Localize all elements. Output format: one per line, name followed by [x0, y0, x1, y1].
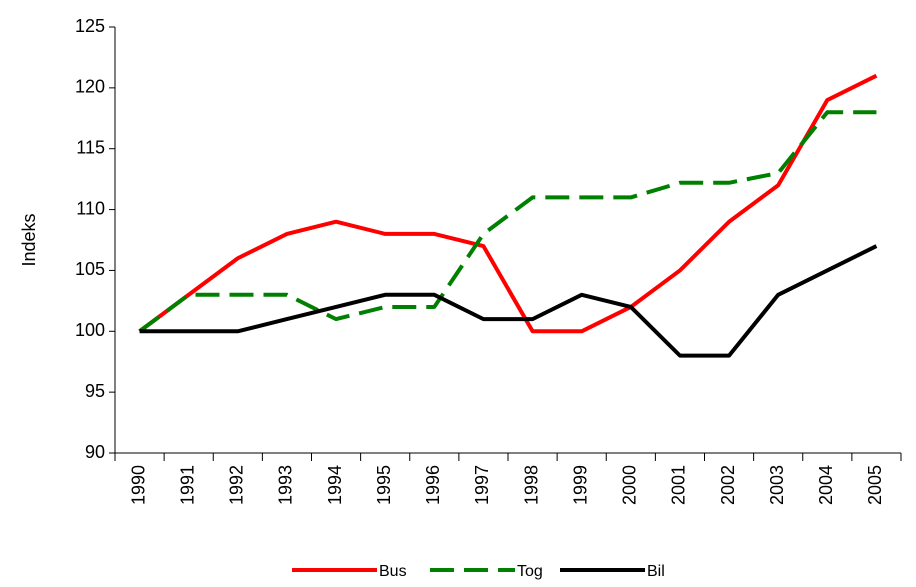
- y-tick-label: 120: [75, 77, 105, 97]
- y-axis-label: Indeks: [19, 213, 39, 266]
- x-tick-label: 1993: [276, 465, 296, 505]
- x-tick-label: 2001: [669, 465, 689, 505]
- x-tick-label: 2002: [718, 465, 738, 505]
- series-line: [138, 73, 878, 334]
- x-tick-label: 1997: [472, 465, 492, 505]
- x-tick-label: 1990: [128, 465, 148, 505]
- y-tick-label: 105: [75, 259, 105, 279]
- x-tick-label: 1994: [325, 465, 345, 505]
- y-tick-label: 90: [85, 442, 105, 462]
- y-tick-label: 110: [76, 198, 105, 218]
- series-line: [138, 110, 877, 333]
- x-tick-label: 1995: [374, 465, 394, 505]
- x-tick-label: 2005: [865, 465, 885, 505]
- y-tick-label: 125: [75, 16, 105, 36]
- x-tick-label: 1998: [521, 465, 541, 505]
- x-tick-label: 2000: [620, 465, 640, 505]
- legend-label: Tog: [517, 563, 543, 580]
- x-tick-label: 1992: [227, 465, 247, 505]
- legend-label: Bil: [647, 563, 665, 580]
- x-tick-label: 2004: [816, 465, 836, 505]
- legend-label: Bus: [379, 563, 407, 580]
- y-tick-label: 100: [75, 320, 105, 340]
- x-tick-label: 1996: [423, 465, 443, 505]
- x-tick-label: 2003: [767, 465, 787, 505]
- series-line: [139, 244, 878, 358]
- y-tick-label: 115: [76, 137, 105, 157]
- x-tick-label: 1991: [177, 465, 197, 505]
- x-tick-label: 1999: [570, 465, 590, 505]
- y-tick-label: 95: [85, 381, 105, 401]
